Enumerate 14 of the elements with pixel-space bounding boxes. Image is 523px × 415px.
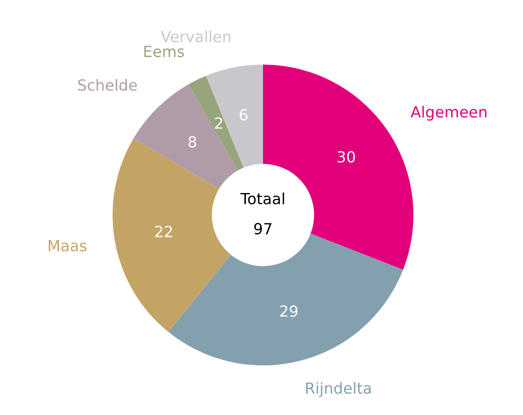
data-label: 30 xyxy=(338,151,355,163)
donut-slice xyxy=(206,64,263,168)
slice-label: Maas xyxy=(48,240,86,252)
slice-label: Schelde xyxy=(78,78,137,91)
slice-label: Algemeen xyxy=(410,106,486,121)
data-label: 29 xyxy=(280,305,298,317)
text: Totaal xyxy=(240,192,284,204)
data-label: 22 xyxy=(155,226,172,238)
data-label: 8 xyxy=(188,136,196,148)
donut-slice xyxy=(112,138,231,332)
slice-label: Eems xyxy=(144,46,184,58)
text: 97 xyxy=(254,222,272,234)
slice-label: Rijndelta xyxy=(306,382,371,397)
data-label: 2 xyxy=(215,117,222,129)
